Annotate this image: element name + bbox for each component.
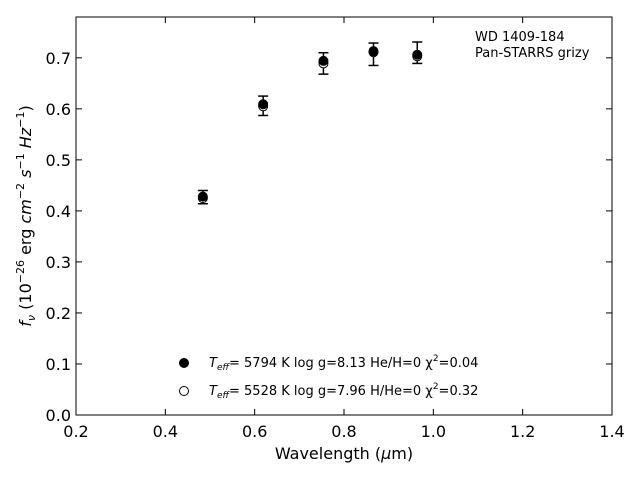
y-tick-label: 0.4 xyxy=(46,202,71,221)
legend-marker-open xyxy=(179,386,189,396)
data-point-filled xyxy=(412,49,423,60)
data-point-filled xyxy=(318,55,329,66)
x-tick-label: 0.6 xyxy=(242,422,267,441)
y-tick-label: 0.5 xyxy=(46,151,71,170)
legend: Teff= 5794 K log g=8.13 He/H=0 χ2=0.04 T… xyxy=(179,354,478,401)
data-point-filled xyxy=(197,191,208,202)
marker-layer xyxy=(197,46,423,204)
y-tick-label: 0.1 xyxy=(46,355,71,374)
plot-frame xyxy=(75,16,613,416)
y-tick-label: 0.6 xyxy=(46,100,71,119)
y-tick-label: 0.3 xyxy=(46,253,71,272)
y-tick-label: 0.0 xyxy=(46,406,71,425)
x-tick-label: 1.0 xyxy=(421,422,446,441)
x-tick-label: 0.2 xyxy=(63,422,88,441)
legend-label-filled: Teff= 5794 K log g=8.13 He/H=0 χ2=0.04 xyxy=(209,354,478,373)
annotation-survey-name: Pan-STARRS grizy xyxy=(475,46,590,61)
legend-label-open: Teff= 5528 K log g=7.96 H/He=0 χ2=0.32 xyxy=(209,382,478,401)
annotation-object-name: WD 1409-184 xyxy=(475,30,565,45)
y-tick-label: 0.2 xyxy=(46,304,71,323)
data-point-filled xyxy=(258,99,269,110)
x-tick-label: 1.4 xyxy=(599,422,624,441)
tick-layer: 0.2 0.4 0.6 0.8 1.0 1.2 1.4 0.0 0.1 0.2 0.3 0.4 0.5 0… xyxy=(46,17,625,441)
data-point-filled xyxy=(368,46,379,57)
x-axis-label: Wavelength (μm) xyxy=(275,444,413,463)
y-tick-label: 0.7 xyxy=(46,49,71,68)
errorbar-layer xyxy=(197,41,423,205)
x-tick-label: 1.2 xyxy=(510,422,535,441)
y-axis-label: fν (10−26 erg cm−2 s−1 Hz−1) xyxy=(14,105,38,326)
x-tick-label: 0.8 xyxy=(331,422,356,441)
x-tick-label: 0.4 xyxy=(153,422,178,441)
legend-marker-filled xyxy=(179,358,189,368)
